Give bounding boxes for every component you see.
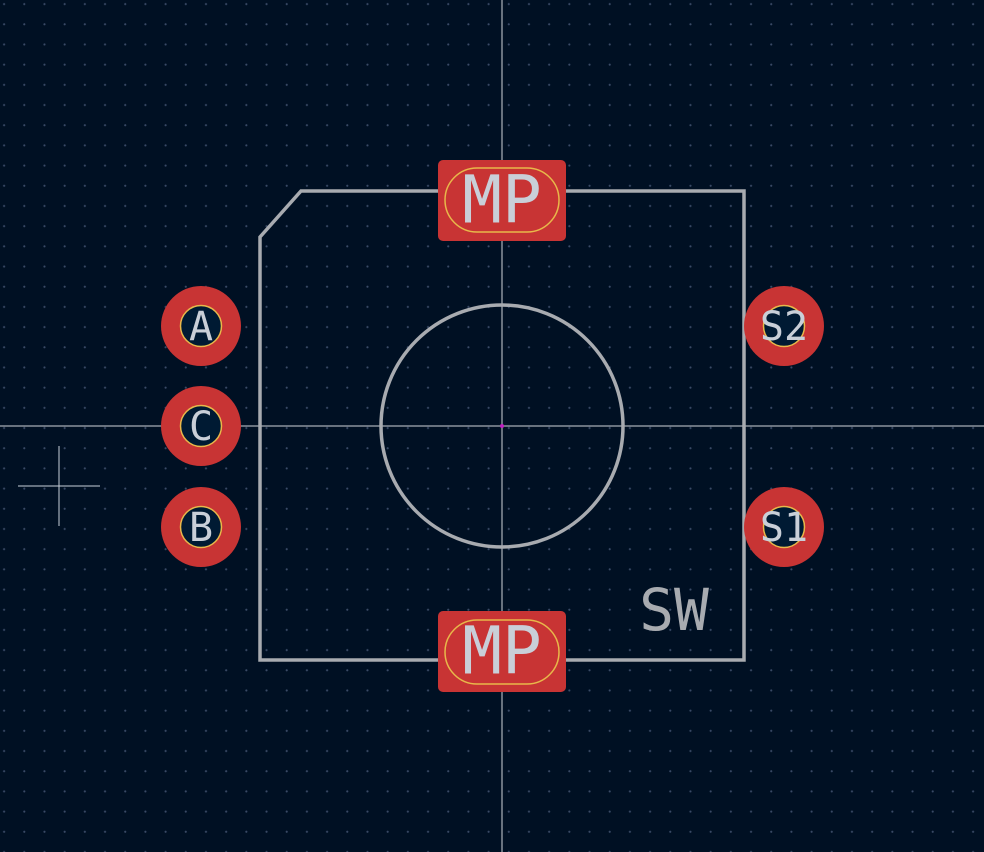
- pad-mp-top[interactable]: MP: [438, 160, 566, 241]
- reference-designator[interactable]: SW: [639, 576, 709, 644]
- pad-label: B: [189, 505, 213, 551]
- pad-label: S2: [760, 304, 808, 350]
- origin-marker: [500, 424, 504, 428]
- pad-label: C: [189, 404, 213, 450]
- pad-label: A: [189, 304, 213, 350]
- pad-a[interactable]: A: [161, 286, 241, 366]
- pad-label: MP: [462, 162, 541, 239]
- cursor-crosshair-icon: [18, 446, 100, 526]
- pad-label: MP: [462, 613, 541, 690]
- silkscreen-shaft-circle: [379, 303, 625, 549]
- pad-s1[interactable]: S1: [744, 487, 824, 567]
- pad-mp-bottom[interactable]: MP: [438, 611, 566, 692]
- pad-s2[interactable]: S2: [744, 286, 824, 366]
- pad-label: S1: [760, 505, 808, 551]
- pad-c[interactable]: C: [161, 386, 241, 466]
- pad-b[interactable]: B: [161, 487, 241, 567]
